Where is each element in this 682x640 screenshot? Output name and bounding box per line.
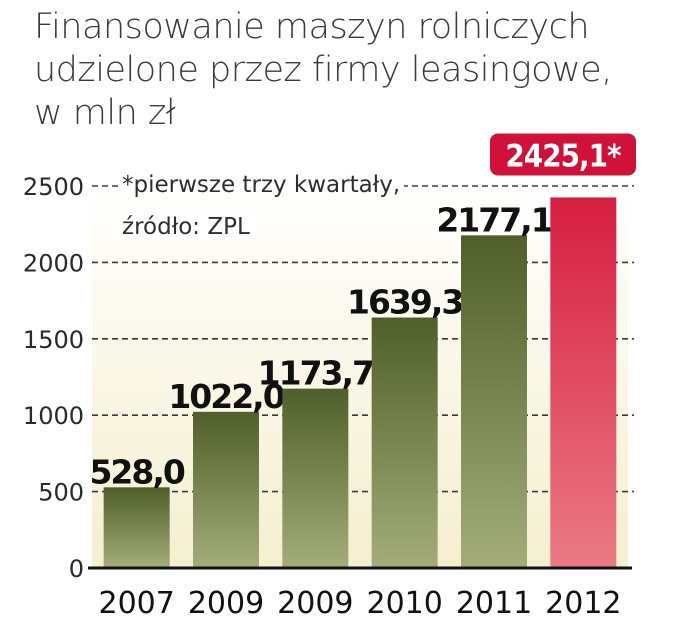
x-tick-label: 2009 (277, 586, 353, 621)
highlight-value-badge (490, 133, 636, 176)
y-tick-label: 500 (38, 479, 84, 507)
chart-title-line-2: udzielone przez firmy leasingowe, (34, 50, 612, 90)
footnote-text: *pierwsze trzy kwartały, (118, 172, 405, 198)
plot-background (92, 186, 628, 568)
bar-value-label: 1639,3 (347, 283, 462, 322)
x-tick-label: 2011 (456, 586, 532, 621)
y-tick-label: 0 (69, 555, 84, 583)
bar (371, 317, 438, 568)
bar-value-label: 528,0 (89, 452, 184, 491)
bar (461, 235, 527, 569)
x-tick-label: 2012 (545, 586, 621, 621)
chart-title-line-1: Finansowanie maszyn rolniczych (34, 7, 590, 47)
chart-title: Finansowanie maszyn rolniczych udzielone… (34, 6, 634, 135)
bar (193, 411, 259, 568)
y-tick-label: 2500 (23, 173, 84, 201)
bar-value-label: 2177,1 (436, 200, 551, 239)
bar-value-label: 1022,0 (168, 377, 284, 416)
bar-value-label: 1173,7 (258, 354, 373, 393)
source-text: źródło: ZPL (118, 214, 254, 240)
bar (282, 388, 349, 568)
x-tick-label: 2010 (366, 586, 442, 621)
y-tick-label: 2000 (23, 249, 84, 277)
x-tick-label: 2007 (98, 586, 174, 621)
y-tick-label: 1000 (23, 402, 84, 430)
chart-title-line-3: w mln zł (34, 93, 176, 133)
y-tick-label: 1500 (23, 326, 84, 354)
bar-value-label: 2425,1* (505, 138, 622, 174)
bar (550, 197, 617, 569)
x-tick-label: 2009 (188, 586, 264, 621)
bar (103, 487, 170, 568)
